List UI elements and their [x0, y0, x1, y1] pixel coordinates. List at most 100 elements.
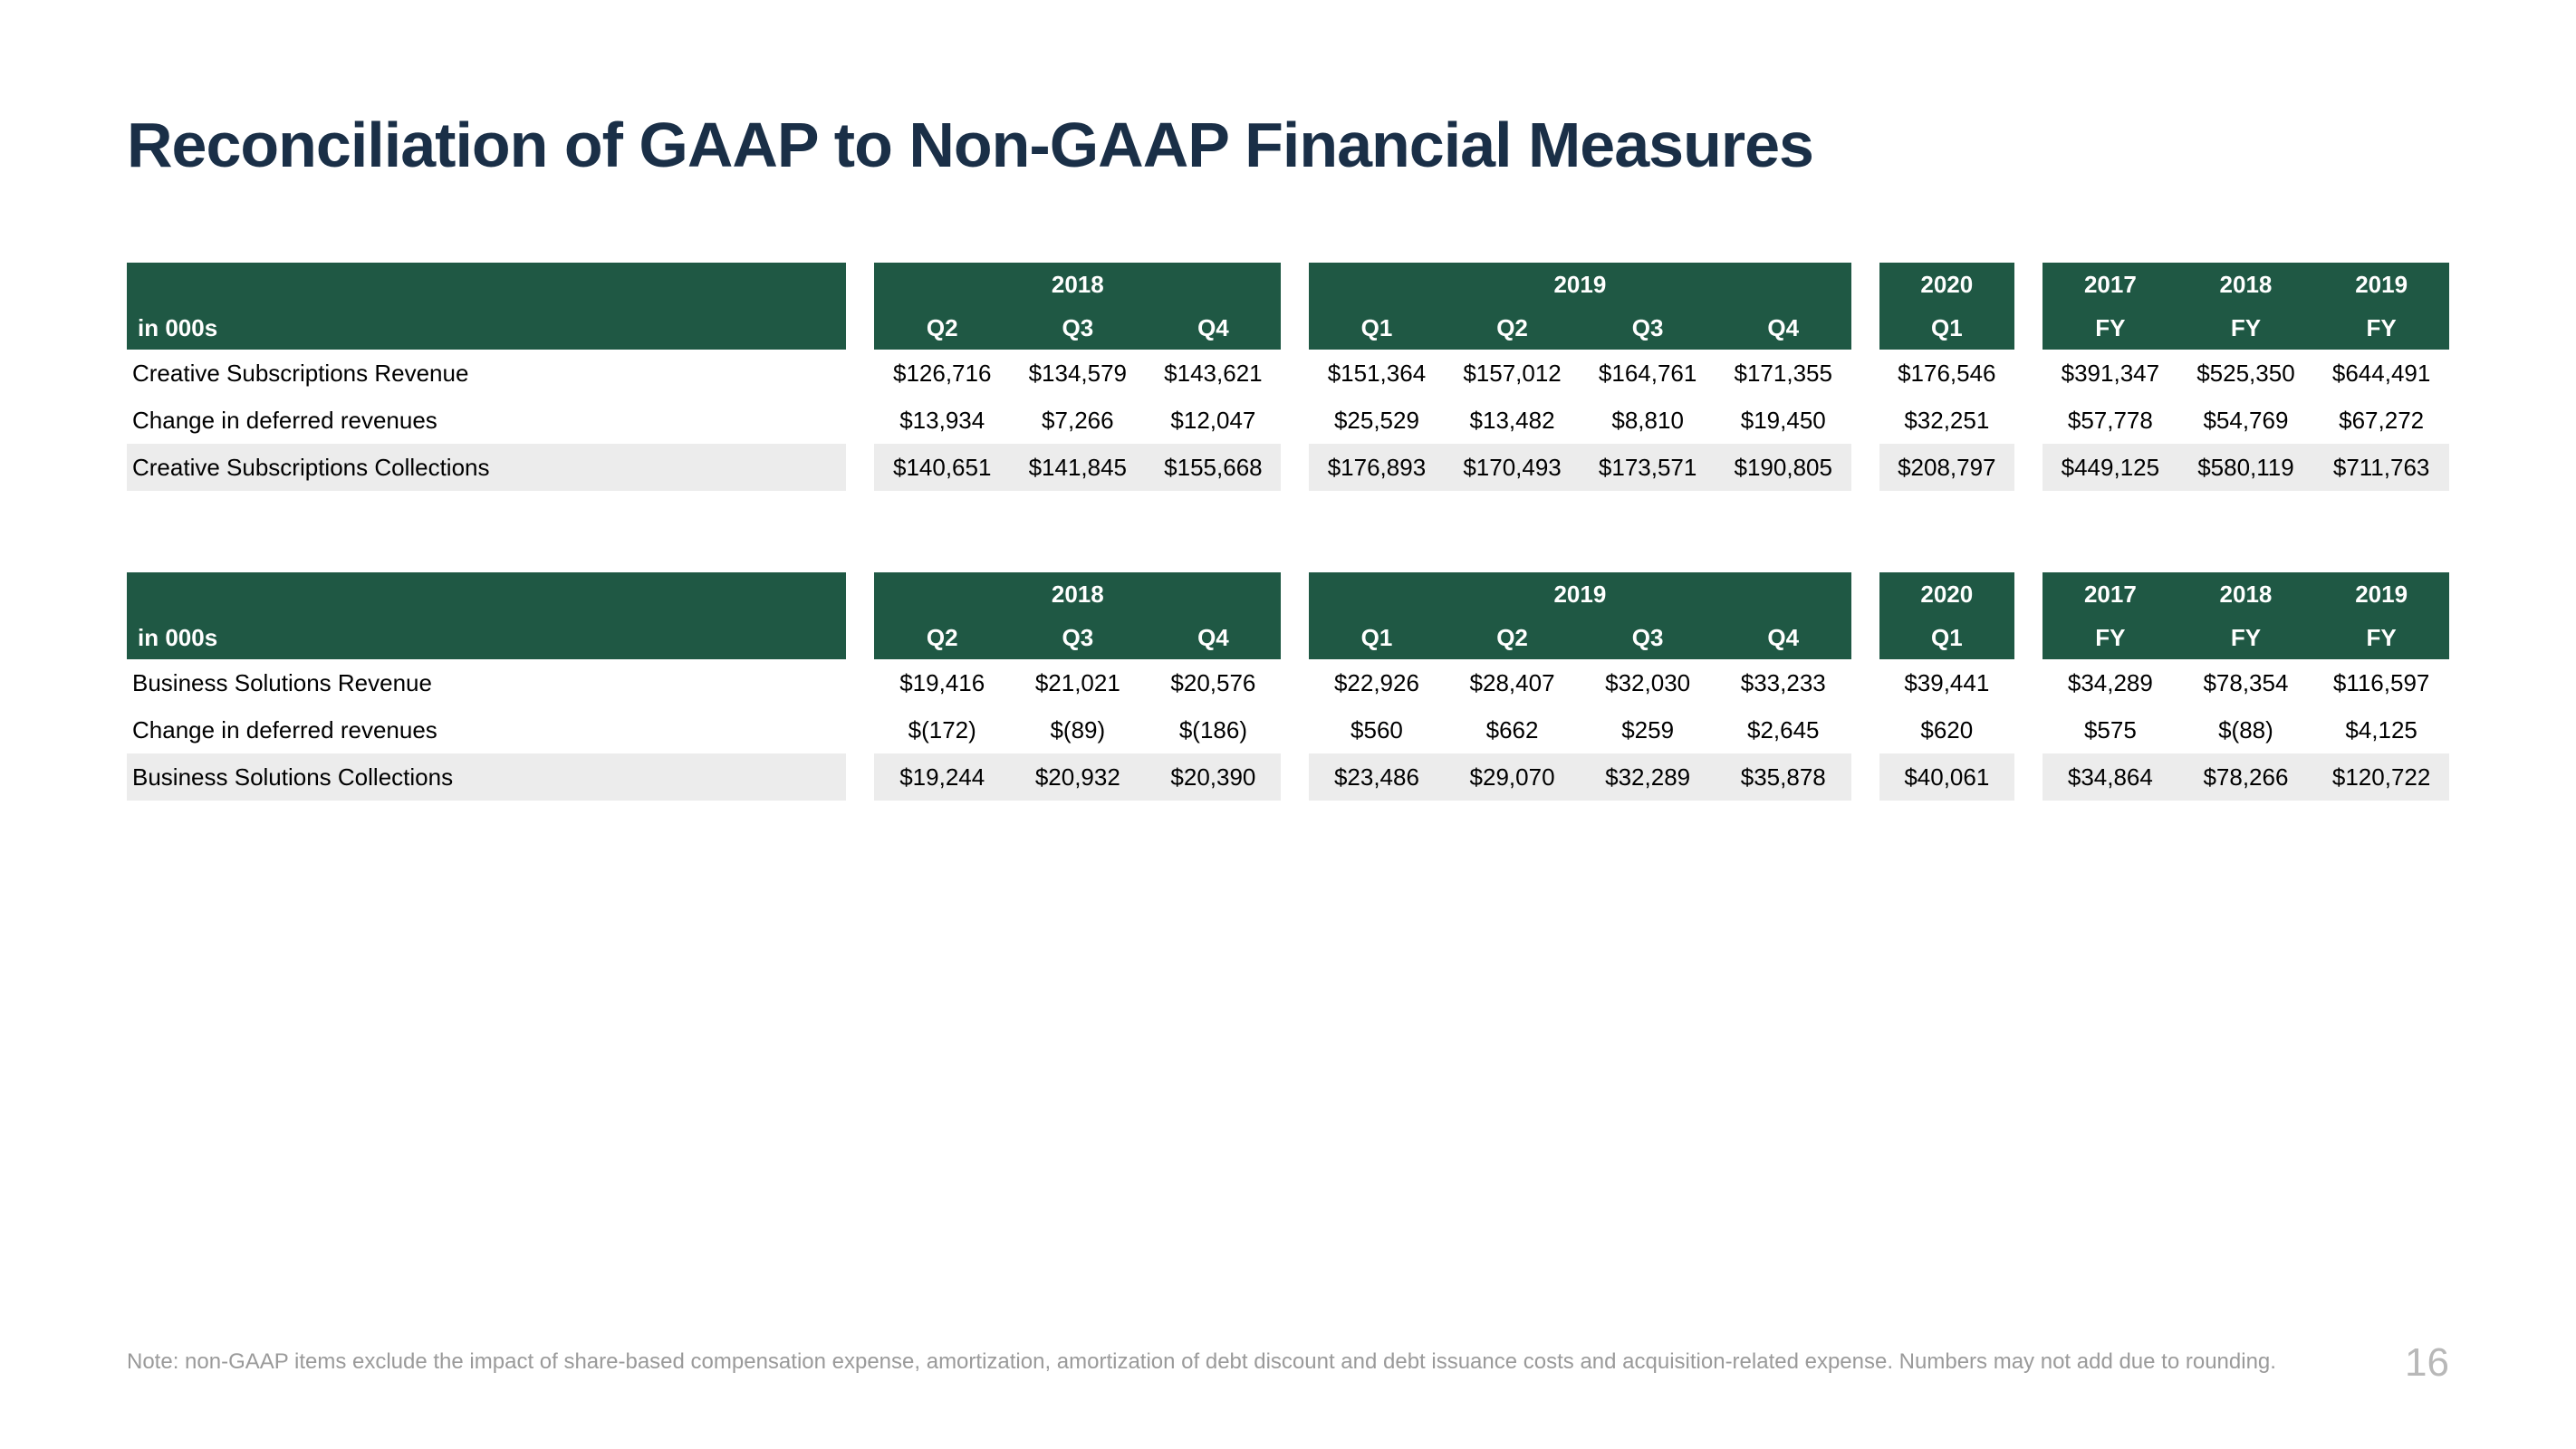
cell-value: $173,571 [1580, 444, 1716, 491]
header-period: Q1 [1879, 616, 2015, 659]
cell-value: $78,354 [2178, 659, 2314, 706]
cell-value: $25,529 [1309, 397, 1445, 444]
column-gap [2014, 306, 2043, 350]
table-row: Business Solutions Collections $19,244$20… [127, 753, 2449, 801]
row-label: Change in deferred revenues [127, 397, 846, 444]
cell-value: $157,012 [1445, 350, 1581, 397]
cell-value: $7,266 [1010, 397, 1146, 444]
header-period: Q3 [1010, 616, 1146, 659]
cell-value: $525,350 [2178, 350, 2314, 397]
column-gap [846, 753, 874, 801]
cell-value: $29,070 [1445, 753, 1581, 801]
cell-value: $2,645 [1716, 706, 1851, 753]
header-year: 2018 [874, 263, 1281, 306]
header-year: 2017 [2043, 572, 2178, 616]
header-year: 2020 [1879, 263, 2015, 306]
cell-value: $190,805 [1716, 444, 1851, 491]
cell-value: $259 [1580, 706, 1716, 753]
column-gap [846, 572, 874, 616]
column-gap [1851, 572, 1879, 616]
cell-value: $151,364 [1309, 350, 1445, 397]
column-gap [2014, 263, 2043, 306]
table-row: Creative Subscriptions Collections$140,6… [127, 444, 2449, 491]
header-year: 2019 [1309, 572, 1850, 616]
cell-value: $78,266 [2178, 753, 2314, 801]
column-gap [1281, 616, 1309, 659]
column-gap [1851, 706, 1879, 753]
header-year: 2020 [1879, 572, 2015, 616]
cell-value: $662 [1445, 706, 1581, 753]
cell-value: $140,651 [874, 444, 1010, 491]
financial-table: 201820192020201720182019in 000sQ2Q3Q4Q1Q… [127, 572, 2449, 801]
cell-value: $22,926 [1309, 659, 1445, 706]
units-label: in 000s [127, 616, 846, 659]
cell-value: $(89) [1010, 706, 1146, 753]
header-period: FY [2178, 616, 2314, 659]
table-row: Business Solutions Revenue$19,416$21,021… [127, 659, 2449, 706]
cell-value: $4,125 [2313, 706, 2449, 753]
column-gap [1851, 263, 1879, 306]
column-gap [2014, 753, 2043, 801]
cell-value: $176,546 [1879, 350, 2015, 397]
column-gap [1281, 706, 1309, 753]
cell-value: $21,021 [1010, 659, 1146, 706]
row-label: Change in deferred revenues [127, 706, 846, 753]
cell-value: $57,778 [2043, 397, 2178, 444]
header-year: 2019 [2313, 263, 2449, 306]
cell-value: $580,119 [2178, 444, 2314, 491]
cell-value: $134,579 [1010, 350, 1146, 397]
column-gap [1281, 753, 1309, 801]
header-year: 2018 [2178, 572, 2314, 616]
cell-value: $19,450 [1716, 397, 1851, 444]
column-gap [846, 706, 874, 753]
column-gap [1851, 444, 1879, 491]
column-gap [846, 306, 874, 350]
header-period: Q2 [874, 306, 1010, 350]
cell-value: $(186) [1146, 706, 1282, 753]
cell-value: $155,668 [1146, 444, 1282, 491]
cell-value: $35,878 [1716, 753, 1851, 801]
header-year: 2017 [2043, 263, 2178, 306]
header-period: Q3 [1580, 616, 1716, 659]
cell-value: $28,407 [1445, 659, 1581, 706]
table-row: Change in deferred revenues$(172)$(89)$(… [127, 706, 2449, 753]
header-period: Q1 [1879, 306, 2015, 350]
row-label: Creative Subscriptions Revenue [127, 350, 846, 397]
cell-value: $34,864 [2043, 753, 2178, 801]
cell-value: $20,932 [1010, 753, 1146, 801]
cell-value: $13,482 [1445, 397, 1581, 444]
cell-value: $54,769 [2178, 397, 2314, 444]
table-row: Change in deferred revenues $13,934$7,266… [127, 397, 2449, 444]
header-period: Q4 [1716, 306, 1851, 350]
column-gap [2014, 572, 2043, 616]
cell-value: $164,761 [1580, 350, 1716, 397]
cell-value: $449,125 [2043, 444, 2178, 491]
cell-value: $13,934 [874, 397, 1010, 444]
cell-value: $23,486 [1309, 753, 1445, 801]
column-gap [1851, 397, 1879, 444]
column-gap [1281, 263, 1309, 306]
column-gap [1281, 659, 1309, 706]
header-blank [127, 572, 846, 616]
header-year: 2019 [1309, 263, 1850, 306]
row-label: Business Solutions Collections [127, 753, 846, 801]
cell-value: $120,722 [2313, 753, 2449, 801]
cell-value: $20,576 [1146, 659, 1282, 706]
cell-value: $620 [1879, 706, 2015, 753]
cell-value: $575 [2043, 706, 2178, 753]
page-title: Reconciliation of GAAP to Non-GAAP Finan… [127, 109, 2449, 181]
cell-value: $(172) [874, 706, 1010, 753]
header-period: Q3 [1580, 306, 1716, 350]
cell-value: $(88) [2178, 706, 2314, 753]
header-period: Q1 [1309, 616, 1445, 659]
column-gap [846, 659, 874, 706]
cell-value: $391,347 [2043, 350, 2178, 397]
cell-value: $19,244 [874, 753, 1010, 801]
header-year: 2018 [874, 572, 1281, 616]
cell-value: $141,845 [1010, 444, 1146, 491]
header-blank [127, 263, 846, 306]
cell-value: $170,493 [1445, 444, 1581, 491]
column-gap [1281, 444, 1309, 491]
cell-value: $32,289 [1580, 753, 1716, 801]
cell-value: $32,251 [1879, 397, 2015, 444]
